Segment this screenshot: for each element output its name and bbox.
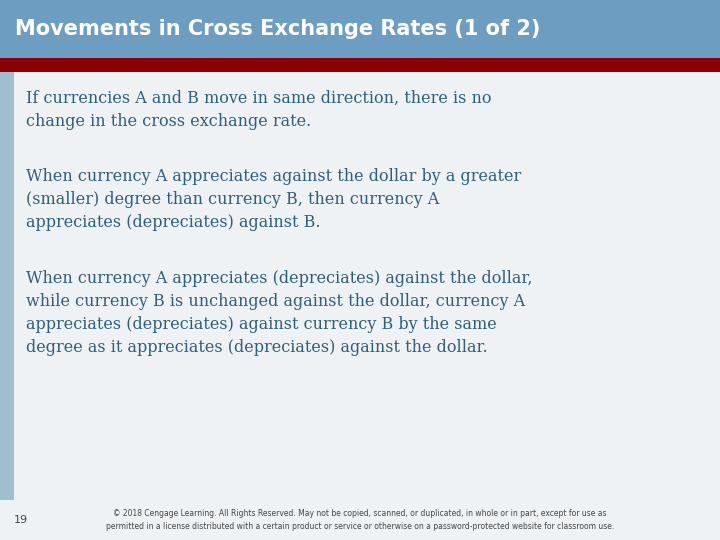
Text: When currency A appreciates against the dollar by a greater
(smaller) degree tha: When currency A appreciates against the …	[26, 168, 521, 231]
Text: © 2018 Cengage Learning. All Rights Reserved. May not be copied, scanned, or dup: © 2018 Cengage Learning. All Rights Rese…	[106, 509, 614, 531]
FancyBboxPatch shape	[0, 72, 14, 500]
FancyBboxPatch shape	[0, 0, 720, 58]
Text: Movements in Cross Exchange Rates (1 of 2): Movements in Cross Exchange Rates (1 of …	[15, 19, 541, 39]
FancyBboxPatch shape	[0, 58, 720, 72]
FancyBboxPatch shape	[0, 500, 720, 540]
FancyBboxPatch shape	[0, 72, 720, 500]
Text: If currencies A and B move in same direction, there is no
change in the cross ex: If currencies A and B move in same direc…	[26, 90, 492, 130]
Text: 19: 19	[14, 515, 28, 525]
Text: When currency A appreciates (depreciates) against the dollar,
while currency B i: When currency A appreciates (depreciates…	[26, 270, 533, 355]
